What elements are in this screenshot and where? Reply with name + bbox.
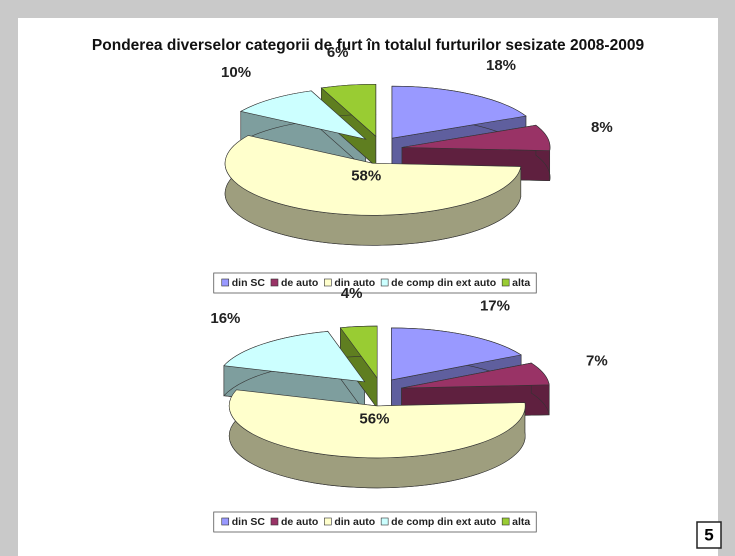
legend-swatch <box>380 517 389 526</box>
legend-label: de auto <box>281 277 318 289</box>
legend-swatch <box>501 517 510 526</box>
data-label: 10% <box>221 64 251 81</box>
legend-label: din auto <box>334 516 375 528</box>
data-label: 17% <box>480 298 510 315</box>
legend-swatch <box>221 517 230 526</box>
pie-slice <box>391 85 527 139</box>
pie-slice <box>224 135 522 216</box>
pie-slice <box>401 124 551 151</box>
legend-swatch <box>324 278 332 287</box>
data-label: 58% <box>351 168 381 185</box>
legend-swatch <box>501 278 510 287</box>
legend-swatch <box>221 278 230 287</box>
legend-box <box>213 511 537 533</box>
pie-slice <box>339 325 378 380</box>
pie-slice <box>401 362 550 389</box>
legend-label: de comp din ext auto <box>391 277 496 289</box>
page-number: 5 <box>704 525 713 544</box>
data-label: 18% <box>486 57 516 74</box>
chart-title: Ponderea diverselor categorii de furt în… <box>92 37 645 54</box>
legend-box <box>213 272 537 294</box>
data-label: 56% <box>359 411 389 428</box>
legend-label: de comp din ext auto <box>391 516 496 528</box>
legend-label: din SC <box>232 277 266 289</box>
data-label: 6% <box>327 44 349 61</box>
legend-label: alta <box>512 277 530 289</box>
legend-label: de auto <box>281 516 318 528</box>
legend-label: din auto <box>334 277 375 289</box>
pie-slice <box>223 331 366 383</box>
legend-label: din SC <box>232 516 266 528</box>
pie-slice <box>228 389 526 459</box>
data-label: 8% <box>591 119 613 136</box>
pie-slice <box>391 327 522 381</box>
legend-swatch <box>270 278 279 287</box>
data-label: 7% <box>586 353 608 370</box>
legend-swatch <box>380 278 389 287</box>
page-badge <box>696 521 722 549</box>
legend-swatch <box>324 517 332 526</box>
legend-label: alta <box>512 516 530 528</box>
legend-swatch <box>270 517 279 526</box>
data-label: 16% <box>210 310 240 327</box>
pie-slice <box>239 90 367 140</box>
data-label: 4% <box>341 285 363 302</box>
pie-slice <box>320 83 377 137</box>
